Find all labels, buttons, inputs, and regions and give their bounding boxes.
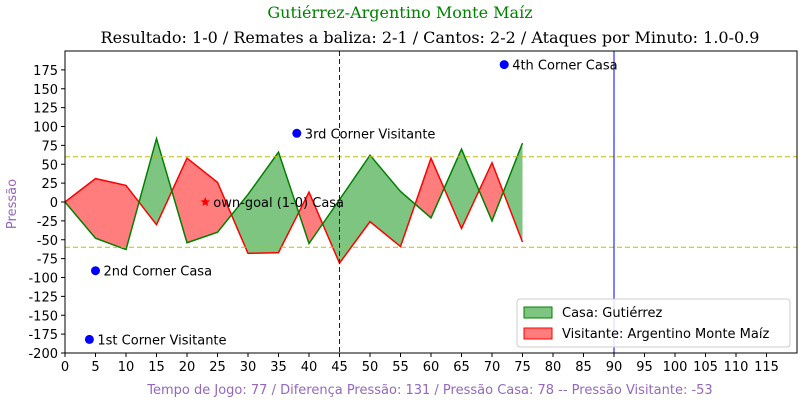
legend-box (516, 298, 791, 348)
away-fill-region (95, 178, 126, 250)
x-tick-label: 30 (240, 360, 257, 375)
home-fill-region (339, 155, 370, 264)
y-tick-label: 175 (33, 64, 58, 79)
legend-label: Casa: Gutiérrez (562, 306, 662, 321)
away-fill-region (431, 158, 445, 218)
y-tick-label: 25 (41, 177, 58, 192)
legend: Casa: Gutiérrez Visitante: Argentino Mont… (516, 298, 791, 348)
own-goal-star-icon (200, 197, 211, 207)
x-tick-label: 45 (331, 360, 348, 375)
legend-swatch (523, 327, 553, 340)
y-tick-label: 150 (33, 83, 58, 98)
home-fill-region (461, 149, 480, 229)
y-axis-label: Pressão (5, 179, 20, 229)
away-pressure-line (64, 156, 524, 265)
x-tick-label: 100 (663, 360, 688, 375)
x-tick-label: 25 (209, 360, 226, 375)
x-tick-label: 95 (636, 360, 653, 375)
y-tick-label: -100 (28, 272, 58, 287)
away-fill-region (415, 158, 431, 218)
legend-label: Visitante: Argentino Monte Maíz (562, 327, 769, 342)
x-tick-label: 60 (423, 360, 440, 375)
x-tick-label: 40 (301, 360, 318, 375)
home-fill-region (139, 138, 157, 225)
x-tick-label: 90 (606, 360, 623, 375)
x-tick-label: 75 (514, 360, 531, 375)
y-tick-label: -25 (37, 215, 58, 230)
home-fill-region (322, 199, 340, 264)
y-tick-label: -175 (28, 328, 58, 343)
home-fill-region (278, 152, 299, 253)
home-fill-region (248, 152, 279, 254)
x-tick-label: 85 (575, 360, 592, 375)
home-fill-region (370, 155, 401, 247)
x-tick-label: 10 (118, 360, 135, 375)
y-tick-label: -150 (28, 309, 58, 324)
y-tick-label: -50 (37, 234, 58, 249)
home-fill-region (400, 191, 416, 247)
event-label: 2nd Corner Casa (104, 265, 213, 280)
x-tick-label: 35 (270, 360, 287, 375)
chart-subtitle: Resultado: 1-0 / Remates a baliza: 2-1 /… (101, 28, 760, 47)
x-tick-label: 5 (91, 360, 99, 375)
away-fill-region (171, 158, 187, 243)
away-fill-region (65, 178, 96, 239)
legend-swatch (523, 306, 553, 319)
y-tick-label: 100 (33, 121, 58, 136)
x-tick-label: 20 (179, 360, 196, 375)
plot-area: 1st Corner Visitante 2nd Corner Casa own-g… (28, 50, 798, 375)
y-tick-label: 50 (41, 158, 58, 173)
home-fill-region (156, 138, 172, 225)
x-tick-label: 105 (693, 360, 718, 375)
away-fill-region (298, 192, 309, 244)
event-marker (292, 128, 302, 138)
event-label: 3rd Corner Visitante (305, 127, 436, 142)
away-fill-region (126, 185, 140, 250)
home-fill-region (444, 149, 462, 229)
y-tick-label: 75 (41, 139, 58, 154)
x-tick-label: 0 (61, 360, 69, 375)
event-label: 4th Corner Casa (512, 59, 617, 74)
x-tick-label: 65 (453, 360, 470, 375)
x-axis-label: Tempo de Jogo: 77 / Diferença Pressão: 1… (146, 383, 712, 398)
away-fill-region (479, 162, 492, 221)
away-fill-region (309, 192, 323, 244)
away-fill-region (492, 162, 504, 221)
x-tick-label: 115 (754, 360, 779, 375)
home-fill-region (503, 143, 523, 243)
x-tick-label: 110 (724, 360, 749, 375)
event-marker (91, 266, 100, 276)
away-fill-region (217, 182, 232, 233)
home-fill-region (231, 194, 248, 254)
event-label: 1st Corner Visitante (97, 333, 226, 348)
x-tick-label: 55 (392, 360, 409, 375)
chart-title: Gutiérrez-Argentino Monte Maíz (267, 3, 532, 22)
y-tick-label: -200 (28, 347, 58, 362)
event-marker (499, 60, 509, 70)
event-label: own-goal (1-0) Casa (213, 196, 344, 211)
home-pressure-line (64, 135, 524, 251)
y-tick-label: 0 (50, 196, 58, 211)
event-marker (84, 334, 94, 344)
y-tick-label: 125 (33, 102, 58, 117)
x-tick-label: 80 (545, 360, 562, 375)
y-tick-label: -75 (37, 253, 58, 268)
x-tick-label: 50 (362, 360, 379, 375)
x-tick-label: 70 (484, 360, 501, 375)
x-tick-label: 15 (148, 360, 165, 375)
y-tick-label: -125 (28, 290, 58, 305)
